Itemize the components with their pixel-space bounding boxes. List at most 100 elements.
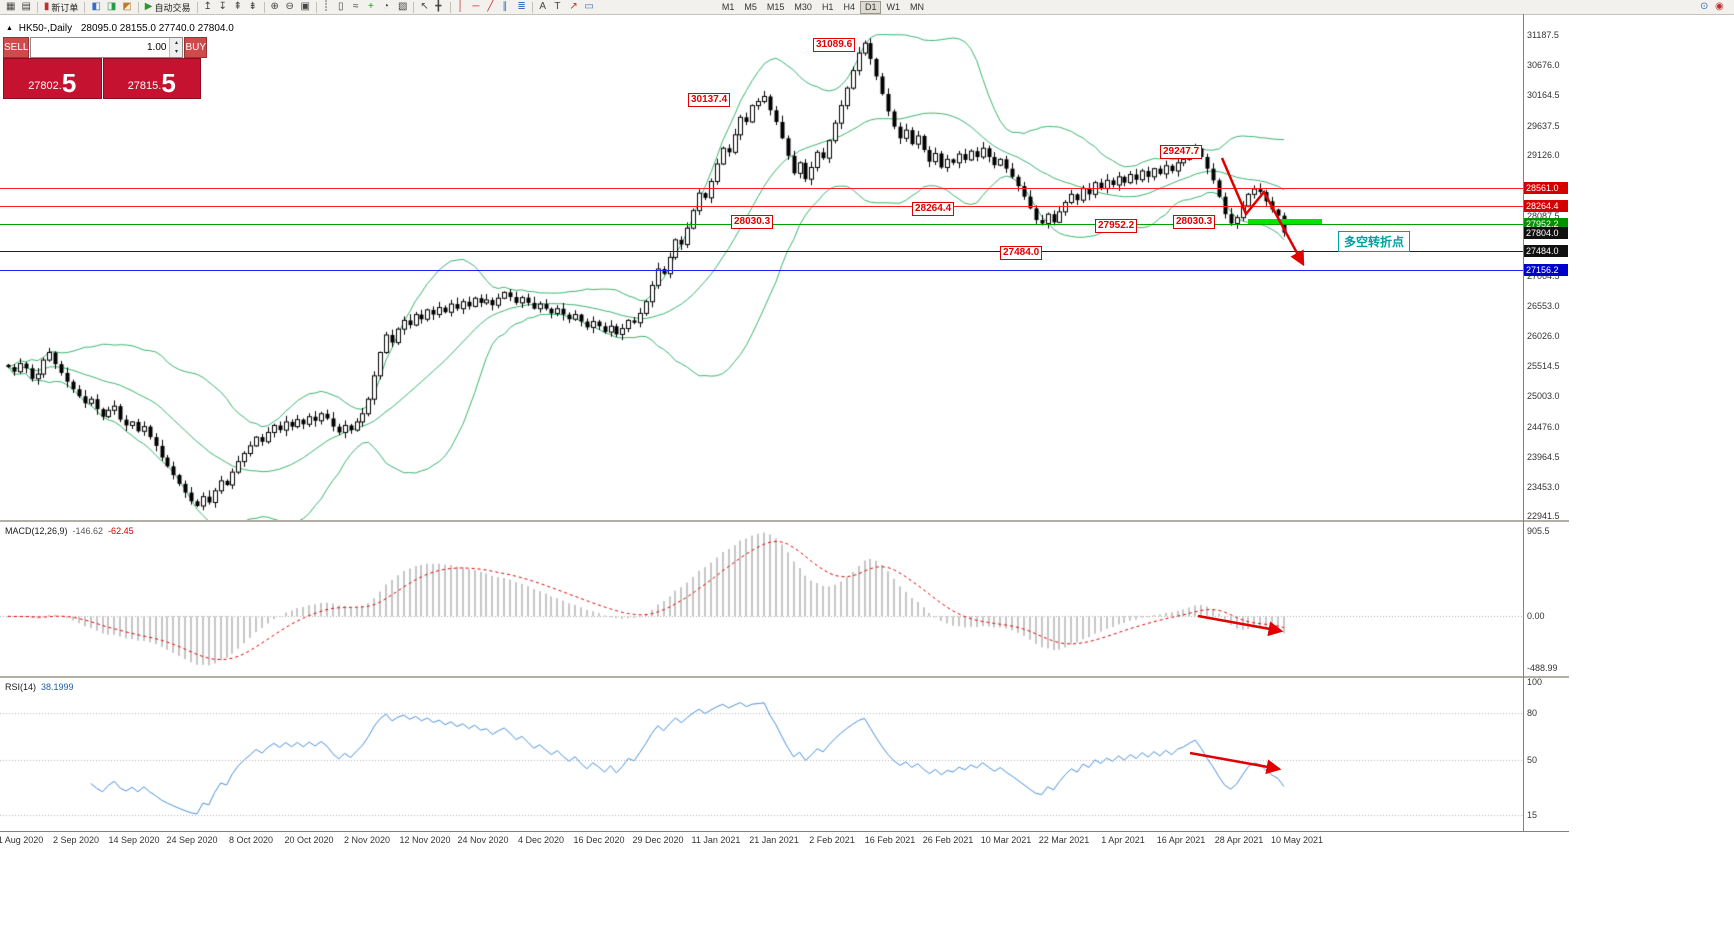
- date-label: 1 Apr 2021: [1101, 835, 1145, 845]
- level-line-27484[interactable]: [0, 251, 1523, 252]
- scroll-to-end-button[interactable]: ↧: [216, 1, 231, 14]
- zoom-in-button[interactable]: ⊕: [268, 1, 283, 14]
- sell-price-box[interactable]: 27802. 5: [3, 58, 102, 99]
- data-window-icon: ◨: [106, 1, 117, 12]
- timeframe-m30[interactable]: M30: [789, 1, 817, 14]
- price-axis-tick: 25003.0: [1527, 391, 1560, 401]
- bar-chart-button[interactable]: ┊: [320, 1, 335, 14]
- shapes-button[interactable]: ▭: [581, 1, 596, 14]
- templates-button[interactable]: ▧: [395, 1, 410, 14]
- horizontal-line-button[interactable]: ─: [469, 1, 484, 14]
- price-callout-7: 27484.0: [1000, 246, 1043, 260]
- price-chart-canvas[interactable]: [0, 14, 1523, 520]
- chart-shift-button[interactable]: ⇟: [246, 1, 261, 14]
- timeframe-m1[interactable]: M1: [717, 1, 740, 14]
- text-icon: A: [539, 1, 547, 12]
- channel-button[interactable]: ∥: [499, 1, 514, 14]
- fibonacci-button[interactable]: ≣: [514, 1, 529, 14]
- crosshair-button[interactable]: ╋: [432, 1, 447, 14]
- price-callout-6: 28030.3: [1173, 215, 1216, 229]
- volume-down-button[interactable]: ▾: [170, 47, 183, 57]
- toolbar-divider: [532, 1, 534, 13]
- timeframe-h4[interactable]: H4: [838, 1, 860, 14]
- arrows-tool-button[interactable]: ↗: [566, 1, 581, 14]
- buy-button[interactable]: BUY: [184, 37, 208, 58]
- rsi-axis-100: 100: [1527, 677, 1543, 687]
- cursor-button[interactable]: ↖: [417, 1, 432, 14]
- data-window-button[interactable]: ◨: [104, 1, 119, 14]
- auto-trading-icon: ▶: [144, 1, 153, 12]
- cursor-icon: ↖: [420, 1, 429, 12]
- price-axis-tick: 29126.0: [1527, 150, 1560, 160]
- tile-windows-button[interactable]: ▣: [298, 1, 313, 14]
- time-axis[interactable]: 21 Aug 2020 2 Sep 2020 14 Sep 2020 24 Sep 2…: [0, 831, 1569, 850]
- collapse-triangle-icon[interactable]: ▲: [6, 25, 13, 32]
- panel-divider[interactable]: [0, 520, 1569, 522]
- price-axis-tick: 27064.5: [1527, 271, 1560, 281]
- date-label: 10 May 2021: [1270, 835, 1324, 845]
- timeframe-m15[interactable]: M15: [762, 1, 790, 14]
- timeframe-m5[interactable]: M5: [739, 1, 762, 14]
- timeframe-h1[interactable]: H1: [817, 1, 839, 14]
- volume-field: ▴ ▾: [30, 37, 184, 58]
- buy-price-int: 27815.: [127, 80, 162, 92]
- buy-price-box[interactable]: 27815. 5: [102, 58, 201, 99]
- date-label: 12 Nov 2020: [399, 835, 451, 845]
- line-chart-button[interactable]: ≈: [350, 1, 365, 14]
- date-label: 10 Mar 2021: [980, 835, 1032, 845]
- date-label: 2 Feb 2021: [809, 835, 855, 845]
- candle-chart-button[interactable]: ▯: [335, 1, 350, 14]
- macd-indicator-canvas[interactable]: [0, 522, 1523, 676]
- toolbar-divider: [84, 1, 86, 13]
- chart-title: ▲ HK50-,Daily 28095.0 28155.0 27740.0 27…: [6, 23, 234, 34]
- price-badge-27156.2: 27156.2: [1524, 264, 1568, 276]
- timeframe-d1[interactable]: D1: [859, 0, 882, 14]
- timeframe-w1[interactable]: W1: [881, 1, 905, 14]
- auto-scroll-button[interactable]: ⇞: [231, 1, 246, 14]
- scroll-to-start-button[interactable]: ↥: [201, 1, 216, 14]
- trendline-button[interactable]: ╱: [484, 1, 499, 14]
- volume-up-button[interactable]: ▴: [170, 38, 183, 48]
- rsi-indicator-canvas[interactable]: [0, 678, 1523, 831]
- turning-point-note: 多空转折点: [1338, 231, 1411, 252]
- level-line-28561[interactable]: [0, 188, 1523, 189]
- alerts-icon: ◉: [1715, 1, 1724, 12]
- price-axis-tick: 30164.5: [1527, 90, 1560, 100]
- text-label-button[interactable]: T: [551, 1, 566, 14]
- text-label-icon: T: [554, 1, 561, 12]
- new-chart-button[interactable]: ▦: [3, 1, 18, 14]
- date-label: 16 Dec 2020: [573, 835, 625, 845]
- buy-price-pip: 5: [161, 68, 176, 98]
- new-order-button[interactable]: ▮ 新订单: [41, 1, 82, 14]
- price-axis-tick: 25514.5: [1527, 361, 1560, 371]
- market-watch-button[interactable]: ◧: [88, 1, 103, 14]
- level-line-27156.2[interactable]: [0, 270, 1523, 271]
- sell-price-pip: 5: [61, 68, 77, 98]
- navigator-button[interactable]: ◩: [119, 1, 134, 14]
- toolbar-divider: [196, 1, 198, 13]
- level-line-28264.4[interactable]: [0, 206, 1523, 207]
- price-axis[interactable]: 31187.5 30676.0 30164.5 29637.5 29126.0 28087…: [1523, 14, 1569, 831]
- search-button[interactable]: ⊙: [1697, 1, 1712, 14]
- rsi-axis-15: 15: [1527, 810, 1538, 820]
- arrows-tool-icon: ↗: [569, 1, 578, 12]
- date-label: 29 Dec 2020: [632, 835, 684, 845]
- volume-input[interactable]: [31, 38, 170, 57]
- indicators-button[interactable]: +: [365, 1, 380, 14]
- vertical-line-button[interactable]: │: [454, 1, 469, 14]
- zoom-out-icon: ⊖: [285, 1, 294, 12]
- zoom-out-button[interactable]: ⊖: [283, 1, 298, 14]
- periods-button[interactable]: ◔: [380, 1, 395, 14]
- alerts-button[interactable]: ◉: [1712, 1, 1727, 14]
- toolbar-right: ⊙ ◉: [1697, 0, 1727, 15]
- chart-profiles-button[interactable]: ▤: [18, 1, 33, 14]
- date-label: 24 Nov 2020: [457, 835, 509, 845]
- price-axis-tick: 26553.0: [1527, 301, 1560, 311]
- timeframe-mn[interactable]: MN: [905, 1, 929, 14]
- panel-divider[interactable]: [0, 676, 1569, 678]
- text-button[interactable]: A: [536, 1, 551, 14]
- date-label: 28 Apr 2021: [1214, 835, 1264, 845]
- sell-button[interactable]: SELL: [3, 37, 30, 58]
- auto-trading-button[interactable]: ▶ 自动交易: [142, 1, 194, 14]
